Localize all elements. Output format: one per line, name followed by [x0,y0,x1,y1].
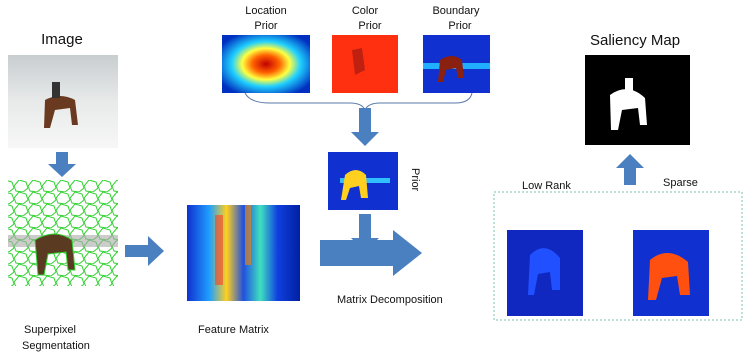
label-boundary: Boundary [432,5,480,17]
feature-band [215,215,223,285]
label-matrix-decomposition: Matrix Decomposition [337,294,443,306]
superpixels [8,180,118,286]
low-rank-map [507,230,583,316]
label-color-prior: Prior [358,20,382,32]
arrow [48,152,76,177]
arrow [125,236,164,266]
location-prior [222,35,310,93]
label-boundary-prior: Prior [448,20,472,32]
saliency-rider [625,78,633,94]
label-color: Color [352,5,379,17]
label-prior: Prior [409,168,421,192]
color-prior [332,35,398,93]
label-superpixel: Superpixel [24,324,76,336]
label-sparse: Sparse [663,177,698,189]
label-low-rank: Low Rank [522,180,571,192]
label-segmentation: Segmentation [22,340,90,352]
arrow [351,108,379,146]
feature-band [245,205,251,265]
label-image: Image [41,31,83,48]
rider [52,82,60,98]
diagram: Image Superpixel Segmentation Feature Ma… [0,0,745,354]
label-location-prior: Prior [254,20,278,32]
label-location: Location [245,5,287,17]
label-saliency-map: Saliency Map [590,32,680,49]
bracket [245,93,472,110]
label-feature-matrix: Feature Matrix [198,324,269,336]
arrow [616,154,644,185]
feature-matrix [187,205,300,301]
